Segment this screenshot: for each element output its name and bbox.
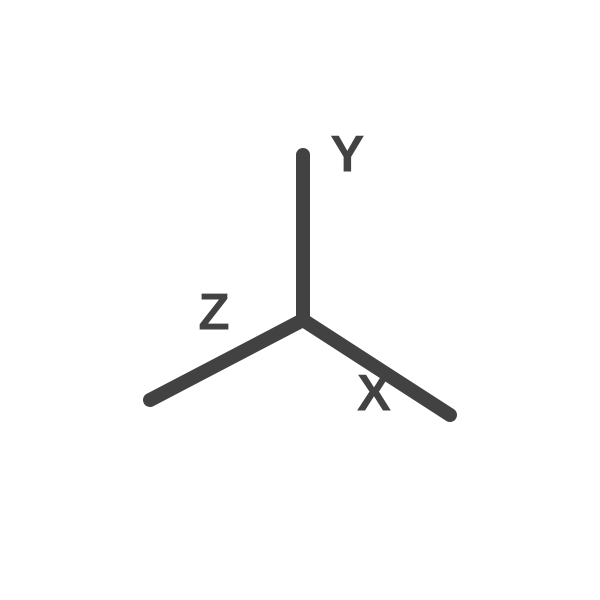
z-axis-label: Z: [198, 284, 230, 342]
x-axis-label: X: [357, 365, 392, 423]
xyz-axis-diagram: Y X Z: [0, 0, 600, 600]
y-axis-label: Y: [330, 126, 365, 184]
axes-group: Y X Z: [150, 126, 450, 423]
